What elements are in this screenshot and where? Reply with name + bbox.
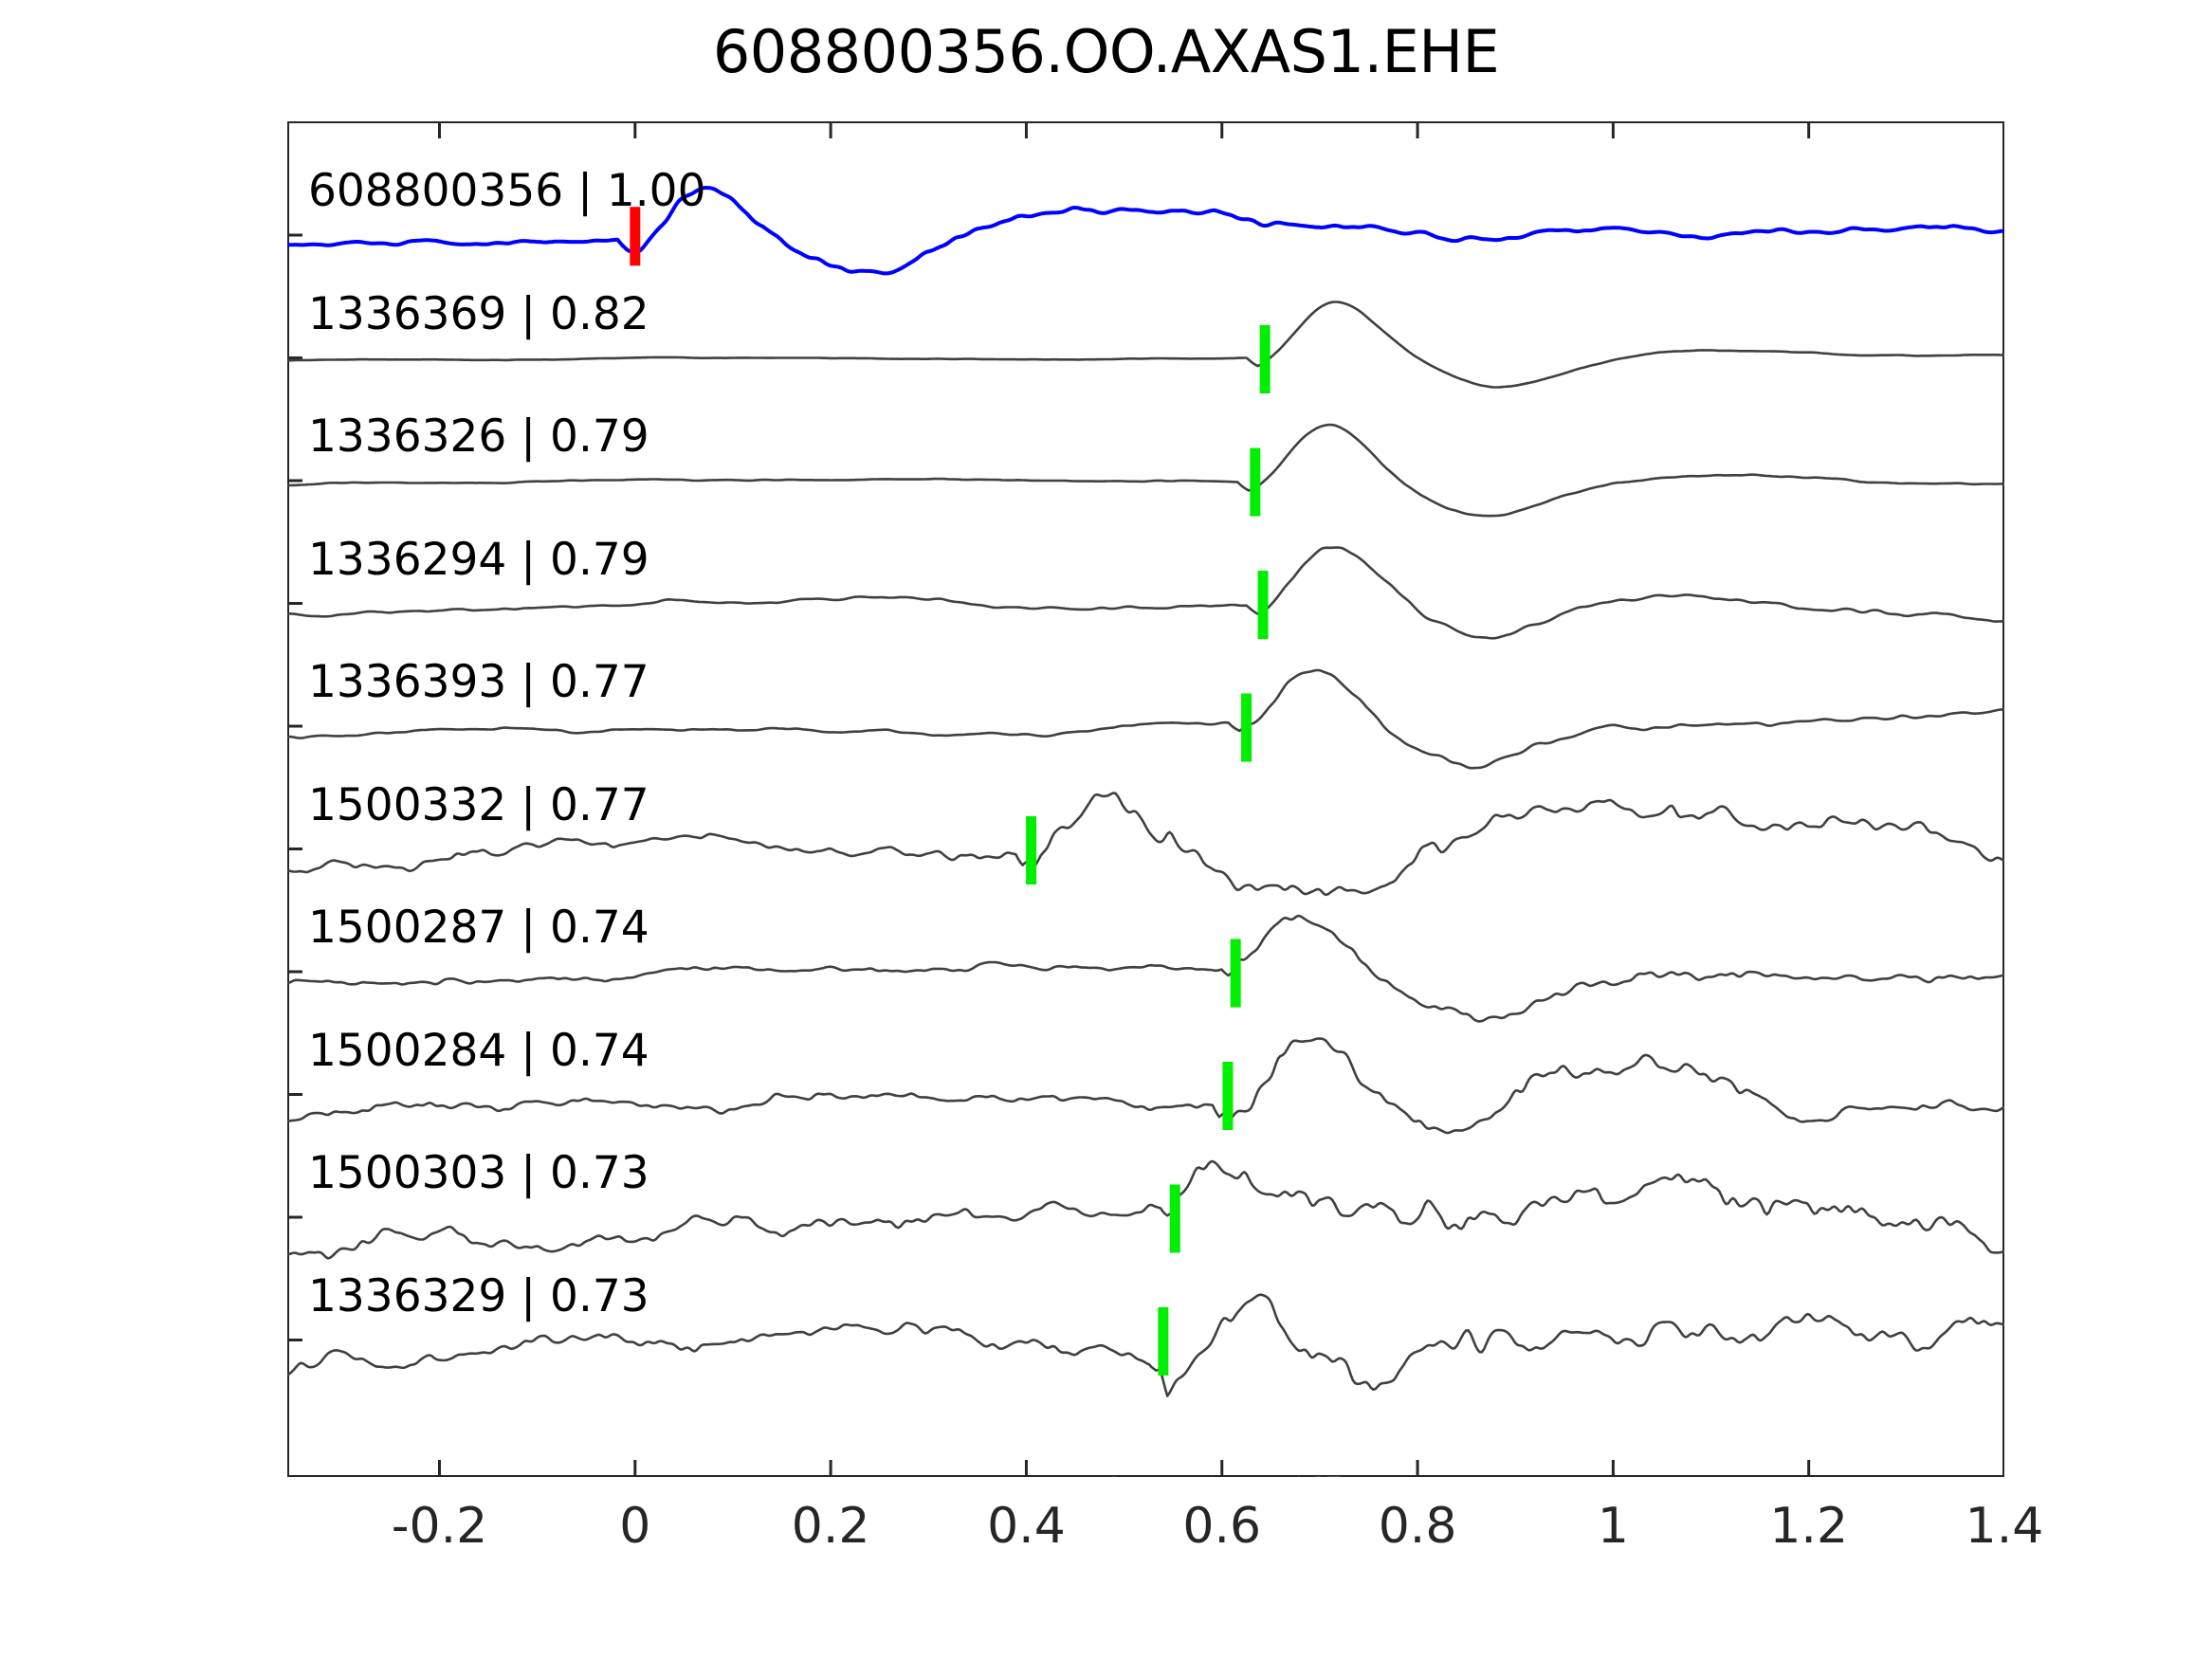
detection-waveform xyxy=(287,423,2004,518)
x-tick-label: 1.2 xyxy=(1769,1498,1849,1555)
trace-label: 1500287 | 0.74 xyxy=(308,902,649,954)
trace-label: 1336393 | 0.77 xyxy=(308,656,649,708)
x-axis-ticks xyxy=(438,121,2004,1477)
trace-label: 1500303 | 0.73 xyxy=(308,1147,649,1199)
x-tick-label: 0.2 xyxy=(791,1498,870,1555)
trace-label: 1500284 | 0.74 xyxy=(308,1024,649,1077)
x-tick-label: 0.6 xyxy=(1182,1498,1262,1555)
plot-frame xyxy=(287,121,2004,1477)
trace-label: 1500332 | 0.77 xyxy=(308,778,649,831)
x-tick-label: 0.8 xyxy=(1378,1498,1457,1555)
trace-label: 1336326 | 0.79 xyxy=(308,410,649,463)
detection-waveform xyxy=(287,914,2004,1023)
plot-area xyxy=(287,121,2004,1477)
page-title: 608800356.OO.AXAS1.EHE xyxy=(712,17,1500,86)
detection-waveform xyxy=(287,792,2004,897)
trace-label: 1336329 | 0.73 xyxy=(308,1269,649,1322)
detection-waveform xyxy=(287,1037,2004,1135)
x-tick-label: 0 xyxy=(619,1498,651,1555)
trace-label: 608800356 | 1.00 xyxy=(308,165,706,217)
x-axis-tick-labels: -0.2 0 0.2 0.4 0.6 0.8 1 1.2 1.4 xyxy=(0,1498,2212,1574)
waveform-plot-svg xyxy=(287,121,2004,1477)
x-tick-label: 0.4 xyxy=(987,1498,1066,1555)
detection-waveform xyxy=(287,1159,2004,1260)
detection-waveform xyxy=(287,301,2004,389)
detection-waveform xyxy=(287,1293,2004,1397)
template-waveform xyxy=(287,186,2004,276)
x-tick-label: 1.4 xyxy=(1965,1498,2044,1555)
x-tick-label: 1 xyxy=(1597,1498,1629,1555)
trace-label: 1336369 | 0.82 xyxy=(308,287,649,340)
x-tick-label: -0.2 xyxy=(391,1498,488,1555)
trace-label: 1336294 | 0.79 xyxy=(308,533,649,586)
detection-waveform xyxy=(287,668,2004,770)
detection-waveform xyxy=(287,546,2004,640)
